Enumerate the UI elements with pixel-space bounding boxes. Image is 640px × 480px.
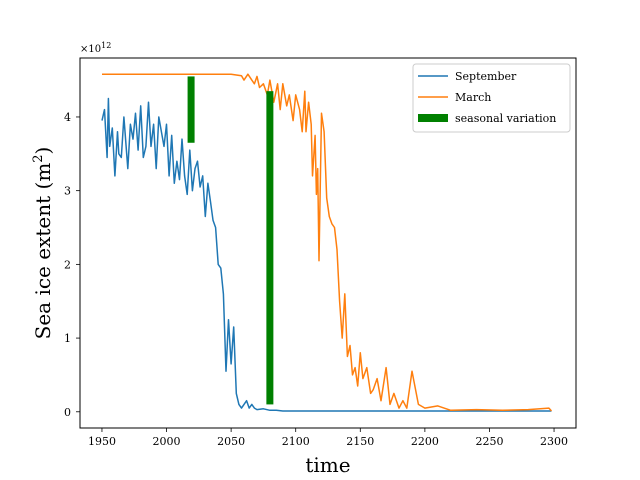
seasonal-variation-bar [266,91,274,405]
series-layer [101,73,553,412]
x-tick-label: 2100 [282,435,310,448]
x-tick-label: 1950 [88,435,116,448]
y-offset-exponent: 12 [101,41,111,50]
legend-label-seasonal-variation: seasonal variation [455,112,556,125]
x-axis-title: time [305,453,350,477]
series-line-march [102,73,553,412]
x-axis-ticks: 1950 2000 2050 2100 2150 2200 2250 2300 [88,428,568,448]
y-tick-label: 1 [64,332,71,345]
y-tick-label: 3 [64,185,71,198]
seasonal-variation-bar [187,76,195,143]
legend-label-september: September [455,70,517,83]
seasonal-variation-bars [187,76,274,405]
y-tick-label: 0 [64,406,71,419]
y-axis-title-superscript: 2 [31,154,46,162]
x-tick-label: 2300 [540,435,568,448]
x-tick-label: 2200 [411,435,439,448]
y-axis-title: Sea ice extent (m2) [31,147,55,340]
legend-box [412,63,571,133]
y-offset-label: ×1012 [80,41,111,55]
y-axis-title-close: ) [31,147,55,155]
legend: September March seasonal variation [412,63,571,133]
x-tick-label: 2250 [475,435,503,448]
x-tick-label: 2000 [153,435,181,448]
legend-label-march: March [455,91,491,104]
y-tick-label: 4 [64,111,71,124]
x-tick-label: 2150 [346,435,374,448]
x-tick-label: 2050 [217,435,245,448]
series-line-september [101,97,552,412]
y-axis-ticks: 0 1 2 3 4 [64,111,80,419]
y-tick-label: 2 [64,258,71,271]
